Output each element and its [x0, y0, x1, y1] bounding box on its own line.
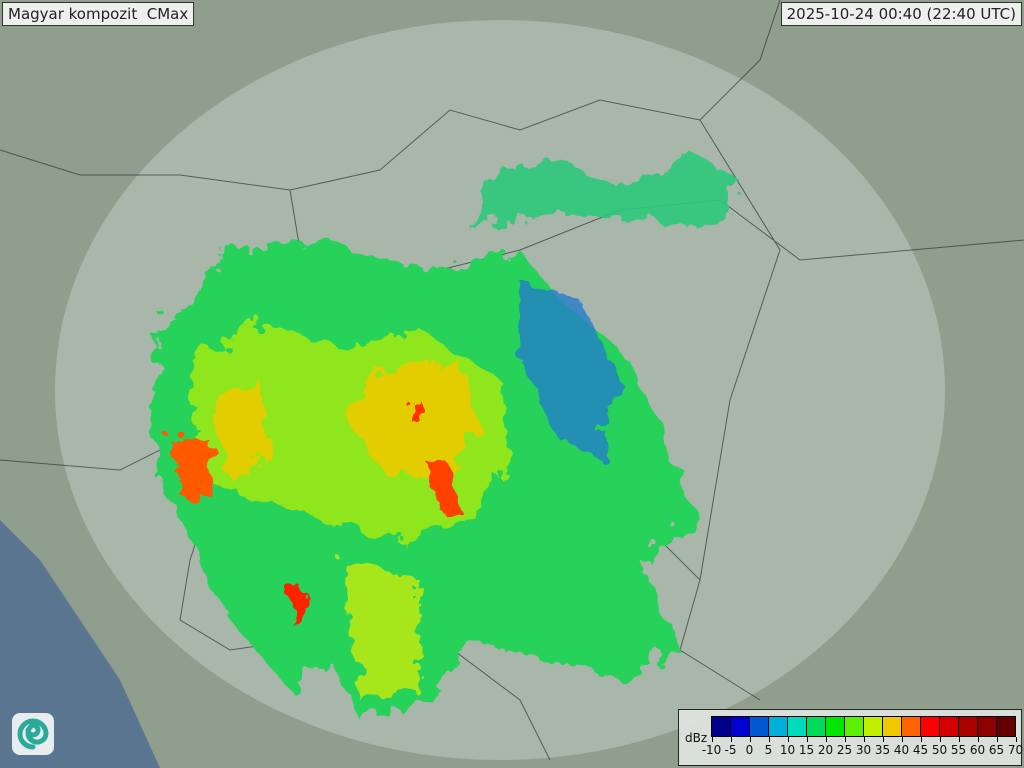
sea-adriatic [0, 520, 160, 768]
color-scale [711, 716, 1016, 737]
tick-label: -5 [724, 743, 737, 757]
tick-label: 40 [893, 743, 910, 757]
tick-label: 20 [817, 743, 834, 757]
color-cell [769, 717, 788, 736]
color-cell [712, 717, 731, 736]
color-cell [921, 717, 940, 736]
tick-mark [996, 737, 998, 742]
color-cell [807, 717, 826, 736]
timestamp: 2025-10-24 00:40 (22:40 UTC) [780, 2, 1022, 26]
tick-mark [1015, 737, 1017, 742]
tick-label: 35 [874, 743, 891, 757]
tick-mark [863, 737, 865, 742]
tick-mark [825, 737, 827, 742]
scale-ticks: -10 -5 0 5 10 15 20 25 30 35 40 45 50 55 60 65 70 [702, 737, 1023, 761]
color-cell [959, 717, 978, 736]
tick-label: 5 [764, 743, 773, 757]
tick-mark [749, 737, 751, 742]
color-cell [940, 717, 959, 736]
color-cell [902, 717, 921, 736]
color-cell [978, 717, 997, 736]
tick-label: 0 [745, 743, 754, 757]
tick-mark [920, 737, 922, 742]
color-cell [997, 717, 1015, 736]
color-cell [750, 717, 769, 736]
tick-label: 55 [950, 743, 967, 757]
color-cell [845, 717, 864, 736]
radar-echoes [150, 150, 740, 720]
color-cell [864, 717, 883, 736]
tick-label: 30 [855, 743, 872, 757]
tick-mark [958, 737, 960, 742]
tick-label: 50 [931, 743, 948, 757]
tick-mark [806, 737, 808, 742]
swirl-logo-icon [12, 713, 54, 755]
tick-label: 45 [912, 743, 929, 757]
tick-mark [939, 737, 941, 742]
color-cell [826, 717, 845, 736]
tick-mark [730, 737, 732, 742]
dbz-legend: dBz -10 -5 0 5 10 15 20 25 30 35 40 45 50 55 60 65 70 [678, 709, 1023, 766]
tick-mark [711, 737, 713, 742]
tick-mark [882, 737, 884, 742]
tick-label: 70 [1007, 743, 1024, 757]
product-title: Magyar kompozit CMax [2, 2, 195, 26]
tick-label: 15 [798, 743, 815, 757]
tick-mark [901, 737, 903, 742]
tick-label: -10 [701, 743, 722, 757]
color-cell [788, 717, 807, 736]
legend-unit: dBz [685, 731, 708, 745]
color-cell [731, 717, 750, 736]
tick-mark [787, 737, 789, 742]
tick-mark [977, 737, 979, 742]
tick-label: 25 [836, 743, 853, 757]
tick-mark [844, 737, 846, 742]
tick-label: 10 [779, 743, 796, 757]
tick-label: 65 [988, 743, 1005, 757]
color-cell [883, 717, 902, 736]
tick-label: 60 [969, 743, 986, 757]
tick-mark [768, 737, 770, 742]
